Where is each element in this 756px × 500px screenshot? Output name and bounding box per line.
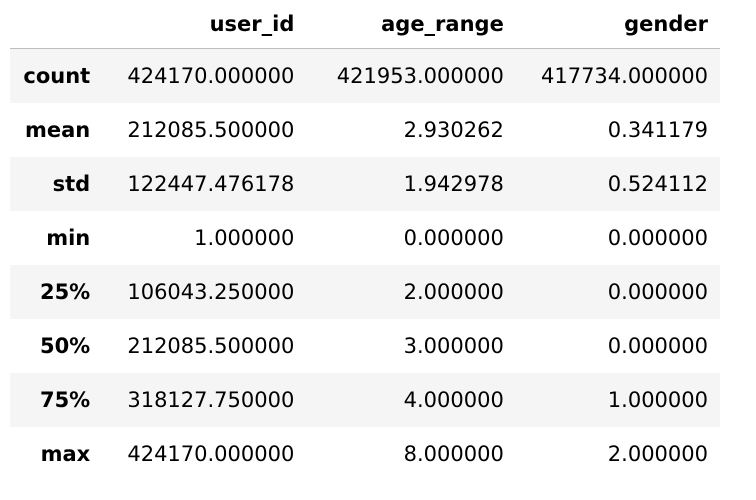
- cell-value: 1.000000: [194, 225, 295, 250]
- column-header-user-id: user_id: [98, 0, 303, 49]
- table-row: count 424170.000000 421953.000000 417734…: [10, 48, 720, 103]
- cell-value: 0.000000: [607, 279, 708, 304]
- table-row: max 424170.000000 8.000000 2.000000: [10, 427, 720, 481]
- cell-value: 1.942978: [403, 171, 504, 196]
- cell-value: 8.000000: [403, 441, 504, 466]
- describe-table: user_id age_range gender count 424170.00…: [10, 0, 720, 481]
- cell-value: 212085.500000: [127, 333, 295, 358]
- cell-value: 2.000000: [607, 441, 708, 466]
- column-header-gender: gender: [511, 0, 720, 49]
- cell-value: 2.000000: [403, 279, 504, 304]
- dataframe-output: user_id age_range gender count 424170.00…: [10, 0, 720, 481]
- row-label: std: [52, 171, 91, 196]
- cell-value: 2.930262: [403, 117, 504, 142]
- table-row: min 1.000000 0.000000 0.000000: [10, 211, 720, 265]
- row-label: 50%: [39, 333, 91, 358]
- row-label: 25%: [39, 279, 91, 304]
- cell-value: 424170.000000: [127, 63, 295, 88]
- table-row: 75% 318127.750000 4.000000 1.000000: [10, 372, 720, 427]
- header-row: user_id age_range gender: [10, 0, 720, 49]
- row-label: mean: [24, 117, 91, 142]
- index-header: [10, 0, 99, 49]
- cell-value: 3.000000: [403, 333, 504, 358]
- cell-value: 0.000000: [607, 225, 708, 250]
- row-label: count: [23, 63, 91, 88]
- table-row: mean 212085.500000 2.930262 0.341179: [10, 103, 720, 157]
- column-header-age-range: age_range: [302, 0, 512, 49]
- cell-value: 318127.750000: [127, 387, 295, 412]
- cell-value: 424170.000000: [127, 441, 295, 466]
- cell-value: 417734.000000: [540, 63, 708, 88]
- cell-value: 0.000000: [403, 225, 504, 250]
- row-label: max: [40, 441, 91, 466]
- cell-value: 421953.000000: [336, 63, 504, 88]
- row-label: 75%: [39, 387, 91, 412]
- row-label: min: [46, 225, 91, 250]
- cell-value: 212085.500000: [127, 117, 295, 142]
- cell-value: 106043.250000: [127, 279, 295, 304]
- cell-value: 122447.476178: [127, 171, 295, 196]
- cell-value: 0.341179: [607, 117, 708, 142]
- table-row: 25% 106043.250000 2.000000 0.000000: [10, 264, 720, 319]
- table-row: std 122447.476178 1.942978 0.524112: [10, 156, 720, 211]
- table-row: 50% 212085.500000 3.000000 0.000000: [10, 319, 720, 373]
- cell-value: 0.524112: [607, 171, 708, 196]
- cell-value: 1.000000: [607, 387, 708, 412]
- cell-value: 4.000000: [403, 387, 504, 412]
- cell-value: 0.000000: [607, 333, 708, 358]
